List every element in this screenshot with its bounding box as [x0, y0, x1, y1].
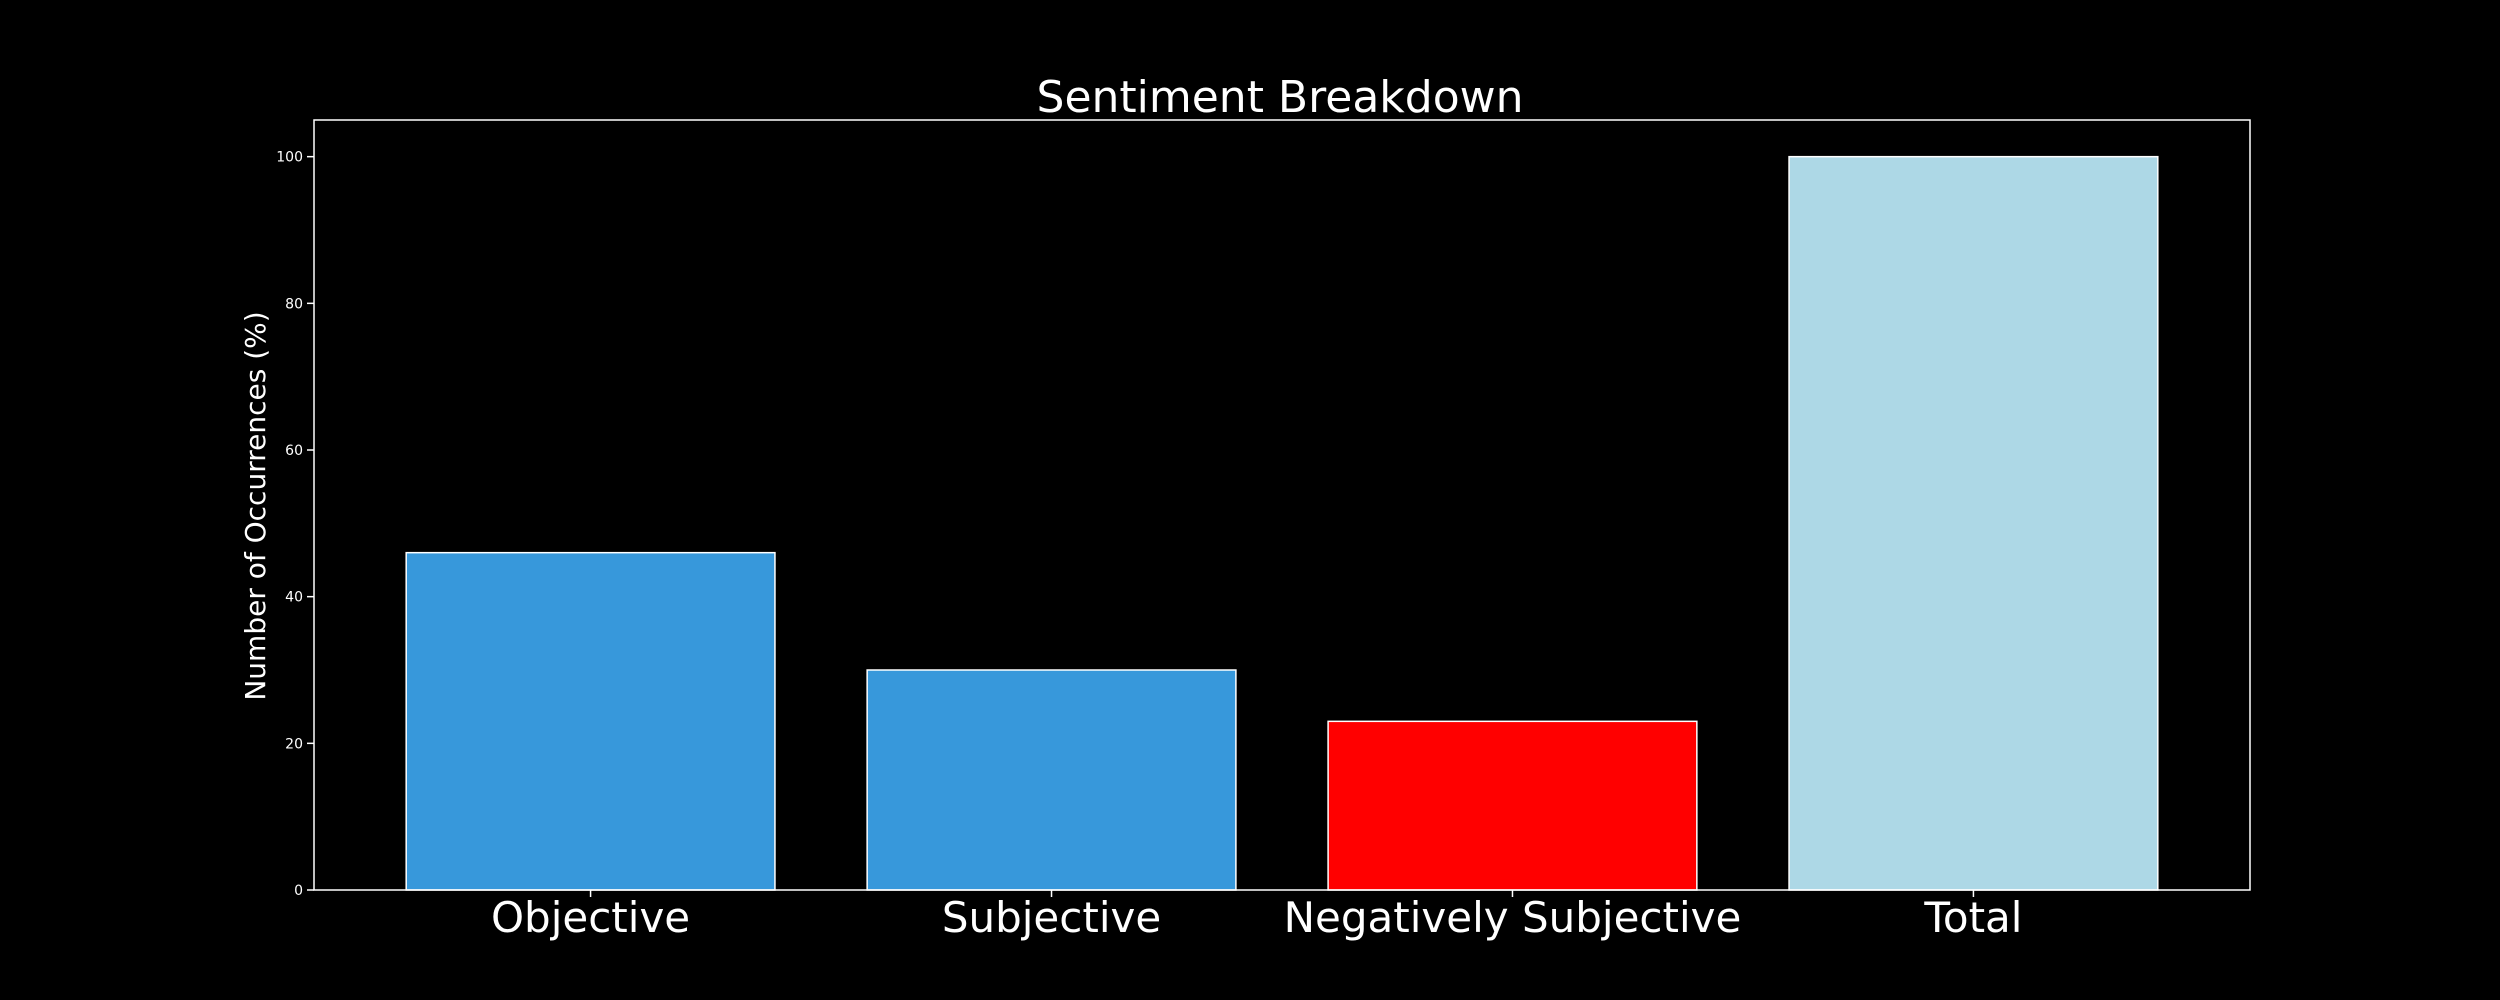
- y-tick-label-80: 80: [285, 296, 303, 312]
- x-tick-label-subjective: Subjective: [942, 893, 1161, 942]
- x-tick-label-total: Total: [1923, 893, 2022, 942]
- bars-layer: [405, 155, 2159, 891]
- x-tick-label-negatively-subjective: Negatively Subjective: [1284, 893, 1742, 942]
- x-tick-label-objective: Objective: [491, 893, 690, 942]
- chart-title: Sentiment Breakdown: [1037, 72, 1524, 123]
- bar-objective: [405, 551, 776, 891]
- plot-area-frame: [313, 119, 2251, 891]
- y-axis-label: Number of Occurrences (%): [239, 311, 272, 700]
- y-tick-label-40: 40: [285, 590, 303, 606]
- y-tick-label-0: 0: [294, 883, 303, 899]
- bar-subjective: [866, 669, 1237, 891]
- y-axis-ticks: 0 20 40 60 80 100: [276, 150, 314, 899]
- bar-total: [1788, 155, 2159, 891]
- x-axis-ticks: Objective Subjective Negatively Subjective…: [491, 890, 2022, 942]
- y-tick-label-60: 60: [285, 443, 303, 459]
- y-tick-label-20: 20: [285, 736, 303, 752]
- y-tick-label-100: 100: [276, 150, 303, 166]
- bar-negatively-subjective: [1327, 720, 1698, 891]
